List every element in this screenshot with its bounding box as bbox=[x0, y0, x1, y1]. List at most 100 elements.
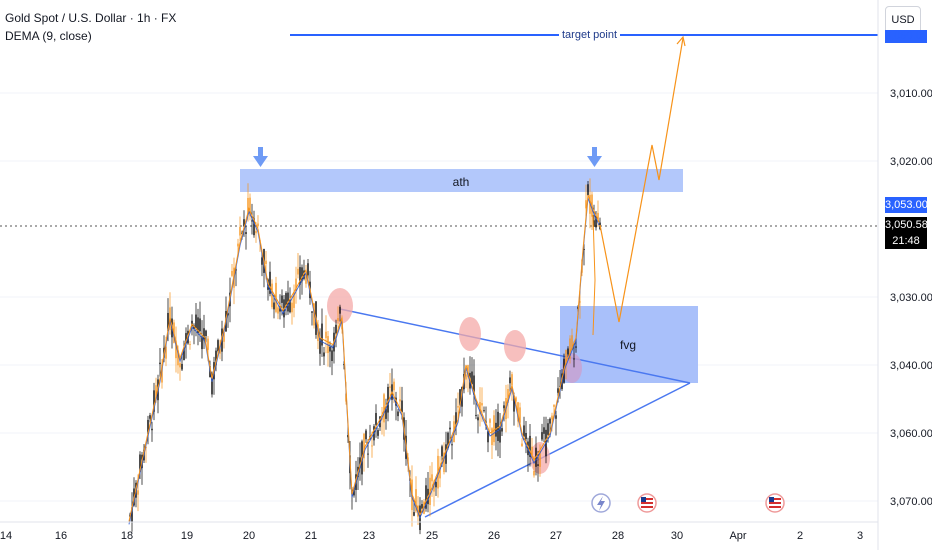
candle-body bbox=[261, 257, 263, 265]
candle-body bbox=[539, 450, 541, 467]
candle-body bbox=[417, 505, 419, 517]
candle-body bbox=[431, 474, 433, 482]
candle-body bbox=[219, 348, 221, 354]
candle-body bbox=[181, 363, 183, 370]
candle-body bbox=[271, 283, 273, 308]
candle-body bbox=[551, 415, 553, 420]
candle-body bbox=[251, 220, 253, 222]
us-flag-icon[interactable] bbox=[765, 493, 785, 513]
indicator-label[interactable]: DEMA (9, close) bbox=[5, 29, 92, 43]
candle-body bbox=[389, 386, 391, 388]
candle-body bbox=[519, 407, 521, 423]
ath-zone[interactable] bbox=[240, 169, 683, 192]
price-tick-label: 3,070.00 bbox=[890, 496, 932, 508]
candle-body bbox=[481, 403, 483, 406]
candle-body bbox=[477, 417, 479, 421]
candle-body bbox=[513, 395, 515, 412]
candle-body bbox=[249, 197, 251, 217]
candle-body bbox=[319, 337, 321, 354]
price-tick-label: 3,010.00 bbox=[890, 88, 932, 100]
candle-body bbox=[183, 347, 185, 361]
candle-body bbox=[363, 433, 365, 459]
candle-body bbox=[529, 435, 531, 457]
candle-body bbox=[255, 230, 257, 234]
candle-body bbox=[495, 422, 497, 437]
candle-body bbox=[441, 446, 443, 457]
chart-title: Gold Spot / U.S. Dollar · 1h · FX bbox=[5, 11, 177, 25]
candle-body bbox=[245, 232, 247, 234]
candle-body bbox=[387, 386, 389, 413]
pivot-circle bbox=[504, 330, 526, 362]
candles bbox=[129, 178, 601, 535]
candle-body bbox=[159, 362, 161, 365]
time-tick-label: 20 bbox=[243, 530, 255, 542]
candle-body bbox=[435, 482, 437, 488]
candle-body bbox=[399, 399, 401, 402]
candle-body bbox=[269, 271, 271, 294]
candle-body bbox=[515, 397, 517, 402]
time-tick-label: 3 bbox=[857, 530, 863, 542]
candle-body bbox=[459, 389, 461, 406]
candle-body bbox=[583, 249, 585, 251]
lower-trendline[interactable] bbox=[424, 382, 691, 518]
candle-body bbox=[587, 184, 589, 196]
candle-body bbox=[185, 333, 187, 343]
candle-body bbox=[293, 292, 295, 308]
time-tick-label: 26 bbox=[488, 530, 500, 542]
price-tick-label: 3,060.00 bbox=[890, 428, 932, 440]
candle-body bbox=[147, 419, 149, 434]
candle-body bbox=[203, 328, 205, 341]
candle-body bbox=[557, 388, 559, 393]
candle-body bbox=[457, 406, 459, 408]
candle-body bbox=[197, 317, 199, 334]
candle-body bbox=[277, 307, 279, 314]
candle-body bbox=[145, 447, 147, 449]
fvg-label: fvg bbox=[620, 338, 636, 352]
candle-body bbox=[297, 268, 299, 275]
lightning-icon[interactable] bbox=[591, 493, 611, 513]
projection-arrowhead-icon bbox=[676, 35, 686, 47]
candle-body bbox=[303, 270, 305, 279]
candle-body bbox=[443, 452, 445, 473]
candle-body bbox=[195, 314, 197, 329]
time-axis[interactable]: 14 16 18 19 20 21 23 25 26 27 28 30 Apr 2 3 bbox=[0, 530, 863, 542]
target-label: target point bbox=[559, 29, 621, 41]
candle-body bbox=[239, 226, 241, 236]
candle-body bbox=[205, 330, 207, 337]
us-flag-icon[interactable] bbox=[637, 493, 657, 513]
candle-body bbox=[531, 446, 533, 457]
event-icons[interactable] bbox=[591, 493, 785, 513]
currency-button[interactable]: USD bbox=[885, 6, 921, 34]
candle-body bbox=[281, 295, 283, 303]
candle-body bbox=[585, 200, 587, 209]
candle-body bbox=[305, 273, 307, 284]
candle-body bbox=[167, 312, 169, 332]
time-tick-label: 21 bbox=[305, 530, 317, 542]
candle-body bbox=[549, 418, 551, 424]
time-tick-label: 30 bbox=[671, 530, 683, 542]
candle-body bbox=[307, 263, 309, 276]
candle-body bbox=[323, 352, 325, 357]
time-tick-label: Apr bbox=[729, 530, 746, 542]
candle-body bbox=[415, 489, 417, 512]
candle-body bbox=[279, 308, 281, 312]
candle-body bbox=[425, 485, 427, 509]
candle-body bbox=[395, 397, 397, 406]
candle-body bbox=[371, 445, 373, 447]
time-tick-label: 2 bbox=[797, 530, 803, 542]
candle-body bbox=[313, 303, 315, 326]
candle-body bbox=[569, 338, 571, 359]
candle-body bbox=[451, 444, 453, 446]
candle-body bbox=[217, 340, 219, 352]
price-axis[interactable]: 3,070.00 3,060.00 3,040.00 3,030.00 3,020.00… bbox=[890, 88, 932, 508]
candle-body bbox=[573, 358, 575, 360]
candle-body bbox=[265, 260, 267, 264]
down-arrow-icon bbox=[253, 147, 268, 167]
candle-body bbox=[137, 490, 139, 495]
candle-body bbox=[383, 394, 385, 423]
candle-body bbox=[165, 346, 167, 359]
candle-body bbox=[175, 340, 177, 359]
candle-body bbox=[189, 344, 191, 346]
time-tick-label: 16 bbox=[55, 530, 67, 542]
